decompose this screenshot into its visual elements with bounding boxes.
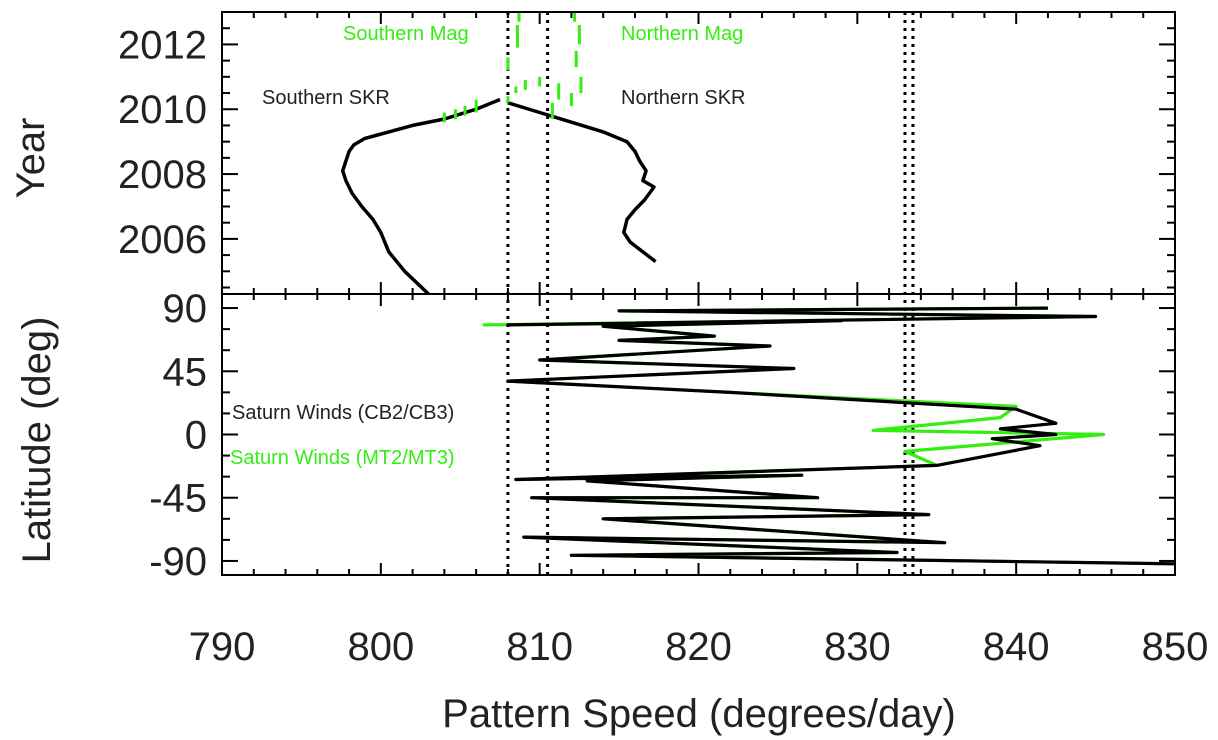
southern-mag-label: Southern Mag <box>343 23 469 45</box>
top-panel-frame <box>221 11 1176 295</box>
bottom-y-tick-label: 0 <box>185 414 207 458</box>
bottom-y-tick-label: 45 <box>163 350 208 394</box>
saturn-winds-cb-label: Saturn Winds (CB2/CB3) <box>232 402 454 424</box>
x-axis: 790 800 810 820 830 840 850 <box>189 12 1209 669</box>
x-tick-label: 800 <box>347 625 414 669</box>
x-tick-label: 830 <box>824 625 891 669</box>
bottom-y-tick-label: 90 <box>163 287 208 331</box>
top-y-tick-label: 2010 <box>118 88 207 132</box>
top-y-axis-label: Year <box>9 118 53 199</box>
x-tick-label: 810 <box>506 625 573 669</box>
top-y-tick-label: 2012 <box>118 23 207 67</box>
series-line <box>506 306 1176 566</box>
bottom-panel: -90 -45 0 45 90 <box>149 287 1176 584</box>
series-line <box>340 97 501 296</box>
x-axis-label: Pattern Speed (degrees/day) <box>442 692 956 736</box>
saturn-winds-mt-label: Saturn Winds (MT2/MT3) <box>230 447 454 469</box>
x-tick-label: 840 <box>983 625 1050 669</box>
bottom-y-tick-label: -90 <box>149 540 207 584</box>
bottom-y-axis-label: Latitude (deg) <box>15 317 59 564</box>
southern-skr-label: Southern SKR <box>262 87 390 109</box>
series-line <box>482 306 1176 566</box>
bottom-y-tick-label: -45 <box>149 477 207 521</box>
top-y-tick-label: 2006 <box>118 218 207 262</box>
x-tick-label: 820 <box>665 625 732 669</box>
x-tick-label: 790 <box>189 625 256 669</box>
top-y-tick-label: 2008 <box>118 153 207 197</box>
x-tick-label: 850 <box>1142 625 1209 669</box>
northern-skr-label: Northern SKR <box>621 87 746 109</box>
series-line <box>507 101 657 263</box>
northern-mag-label: Northern Mag <box>621 23 743 45</box>
